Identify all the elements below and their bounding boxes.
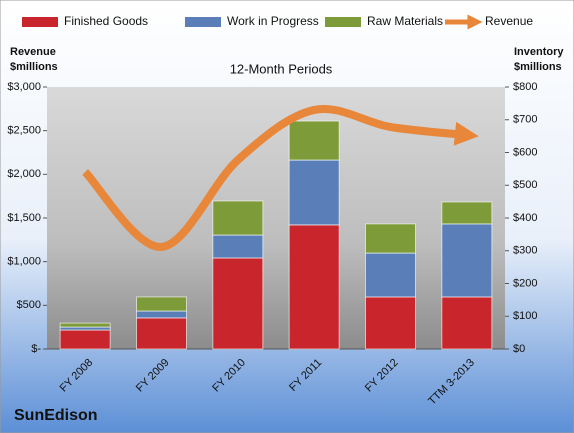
bar-segment (365, 296, 416, 350)
y2-axis-title: $millions (514, 61, 562, 73)
y2-tick-label: $200 (513, 277, 537, 289)
bar-segment (288, 159, 340, 226)
bar-segment (136, 296, 187, 312)
revenue-line (82, 104, 479, 251)
bar-segment (365, 252, 416, 298)
legend-label: Finished Goods (64, 14, 148, 28)
bar-segment (288, 224, 340, 350)
bar-segment (59, 329, 111, 350)
legend-swatch (325, 17, 361, 27)
bar-segment (212, 234, 264, 259)
y2-tick-label: $300 (513, 245, 537, 257)
legend-swatch (22, 17, 58, 27)
y-tick-label: $500 (17, 299, 41, 311)
y2-axis-title: Inventory (514, 46, 564, 58)
bar-segment (136, 310, 187, 319)
legend-label: Work in Progress (227, 14, 319, 28)
y2-tick-label: $700 (513, 114, 537, 126)
bar-segment (212, 257, 264, 350)
y-axis-title: Revenue (10, 46, 56, 58)
y-tick-label: $1,000 (7, 256, 41, 268)
bar-segment (441, 223, 493, 298)
bar-segment (136, 317, 187, 350)
chart-title: 12-Month Periods (230, 61, 333, 76)
company-name: SunEdison (14, 407, 98, 424)
y2-tick-label: $400 (513, 212, 537, 224)
bar-segment (365, 223, 416, 254)
y-tick-label: $2,000 (7, 168, 41, 180)
y2-tick-label: $0 (513, 343, 525, 355)
legend-label: Raw Materials (367, 14, 443, 28)
y-tick-label: $- (31, 343, 41, 355)
y2-tick-label: $100 (513, 310, 537, 322)
bar-segment (441, 296, 493, 350)
bar-segment (441, 201, 493, 225)
y2-tick-label: $800 (513, 81, 537, 93)
y-axis-title: $millions (10, 61, 58, 73)
legend-label: Revenue (485, 14, 533, 28)
bar-segment (212, 200, 264, 236)
y2-tick-label: $600 (513, 146, 537, 158)
bar-segment (59, 322, 111, 328)
y-tick-label: $2,500 (7, 125, 41, 137)
y-tick-label: $3,000 (7, 81, 41, 93)
bar-segment (288, 120, 340, 161)
y-tick-label: $1,500 (7, 212, 41, 224)
y2-tick-label: $500 (513, 179, 537, 191)
legend-swatch (185, 17, 221, 27)
